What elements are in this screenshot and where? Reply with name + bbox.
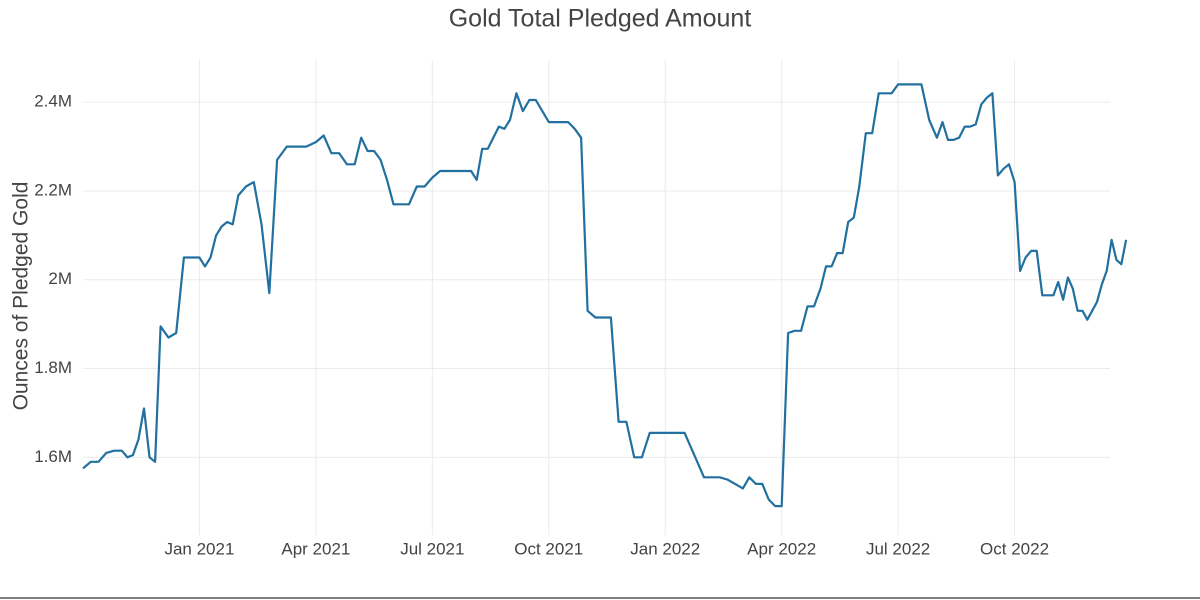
y-tick-label: 2.2M [34, 180, 72, 199]
data-line [82, 83, 1128, 508]
x-tick-label: Apr 2022 [747, 539, 816, 558]
y-axis-title: Ounces of Pledged Gold [10, 182, 33, 411]
y-tick-label: 2M [48, 269, 72, 288]
x-tick-label: Jul 2022 [866, 539, 930, 558]
x-tick-label: Jan 2021 [164, 539, 234, 558]
x-tick-label: Jan 2022 [630, 539, 700, 558]
y-tick-label: 2.4M [34, 92, 72, 111]
chart-title: Gold Total Pledged Amount [449, 5, 752, 33]
x-tick-label: Jul 2021 [400, 539, 464, 558]
x-tick-label: Oct 2022 [980, 539, 1049, 558]
x-tick-label: Oct 2021 [514, 539, 583, 558]
y-tick-label: 1.8M [34, 358, 72, 377]
x-tick-label: Apr 2021 [281, 539, 350, 558]
y-tick-label: 1.6M [34, 447, 72, 466]
